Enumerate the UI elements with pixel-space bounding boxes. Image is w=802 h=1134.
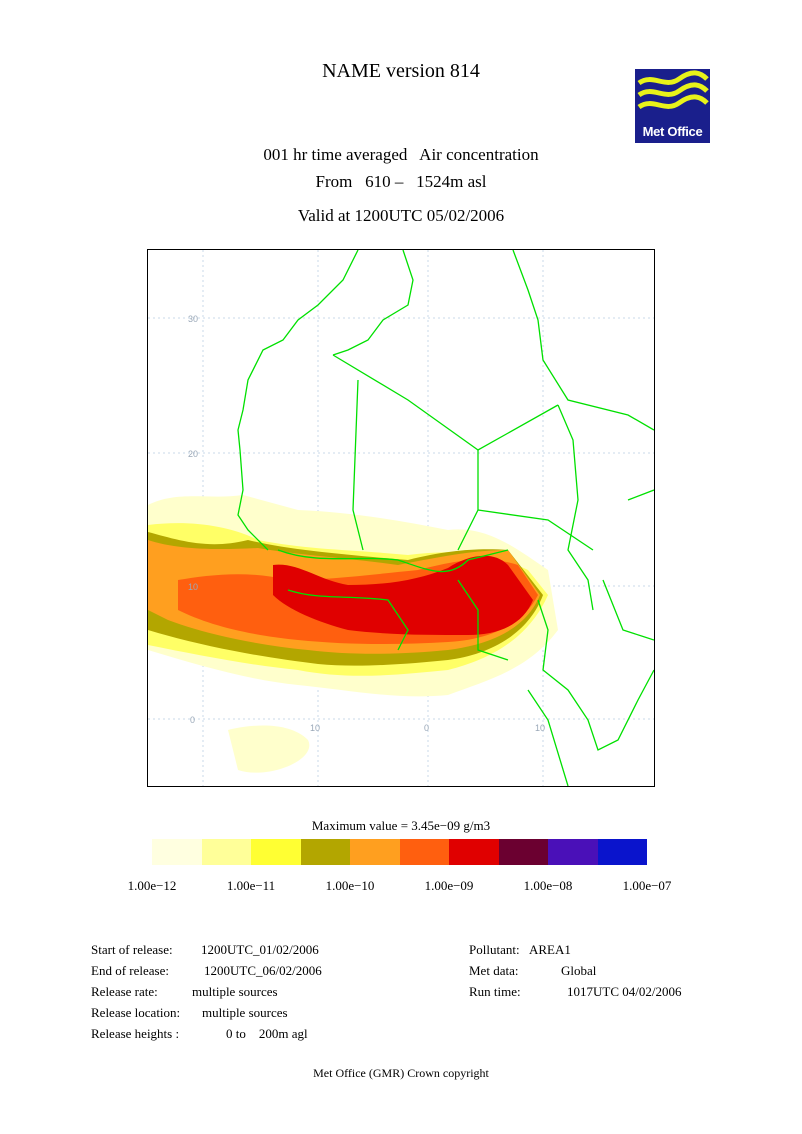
concentration-map: 30 20 10 0 10 0 10	[147, 249, 655, 787]
subtitle-height-range: From 610 – 1524m asl	[315, 172, 487, 191]
release-location-value: multiple sources	[202, 1005, 288, 1020]
run-time-label: Run time:	[469, 984, 521, 999]
subtitle-valid-time: Valid at 1200UTC 05/02/2006	[297, 206, 505, 225]
release-heights-label: Release heights :	[91, 1026, 180, 1041]
end-of-release-value: 1200UTC_06/02/2006	[204, 963, 322, 978]
logo-text: Met Office	[642, 124, 703, 139]
scale-swatch-3	[300, 839, 350, 865]
plot-title: NAME version 814	[322, 60, 480, 82]
scale-swatch-2	[251, 839, 301, 865]
scale-swatch-5	[399, 839, 449, 865]
scale-swatch-8	[548, 839, 598, 865]
lon-label-10w: 10	[310, 723, 320, 733]
logo-waves-icon	[637, 70, 709, 110]
met-data-value: Global	[561, 963, 597, 978]
graticule	[148, 250, 654, 786]
scale-tick-label: 1.00e−07	[622, 878, 672, 893]
scale-tick-label: 1.00e−08	[523, 878, 573, 893]
pollutant-label: Pollutant:	[469, 942, 520, 957]
lon-label-10e: 10	[535, 723, 545, 733]
color-scale	[152, 839, 647, 865]
start-of-release-label: Start of release:	[91, 942, 173, 957]
scale-swatch-9	[597, 839, 647, 865]
lat-label-0: 0	[190, 715, 195, 725]
scale-tick-label: 1.00e−12	[127, 878, 177, 893]
coastlines	[237, 250, 654, 786]
copyright-footer: Met Office (GMR) Crown copyright	[313, 1066, 489, 1080]
release-rate-label: Release rate:	[91, 984, 158, 999]
release-location-label: Release location:	[91, 1005, 181, 1020]
lat-label-30: 30	[188, 314, 198, 324]
scale-swatch-1	[201, 839, 251, 865]
pollutant-value: AREA1	[529, 942, 571, 957]
scale-tick-label: 1.00e−10	[325, 878, 375, 893]
concentration-plume	[148, 495, 558, 773]
met-data-label: Met data:	[469, 963, 519, 978]
maximum-value-text: Maximum value = 3.45e−09 g/m3	[311, 818, 491, 833]
scale-swatch-0	[152, 839, 202, 865]
release-heights-value: 0 to 200m agl	[226, 1026, 308, 1041]
map-canvas: 30 20 10 0 10 0 10	[148, 250, 654, 786]
lat-label-10: 10	[188, 582, 198, 592]
axis-labels: 30 20 10 0 10 0 10	[188, 314, 545, 733]
run-time-value: 1017UTC 04/02/2006	[567, 984, 682, 999]
scale-swatch-6	[449, 839, 499, 865]
scale-tick-label: 1.00e−09	[424, 878, 474, 893]
scale-swatch-4	[350, 839, 400, 865]
release-rate-value: multiple sources	[192, 984, 278, 999]
scale-tick-label: 1.00e−11	[226, 878, 276, 893]
subtitle-averaging: 001 hr time averaged Air concentration	[263, 145, 539, 164]
scale-swatch-7	[498, 839, 548, 865]
start-of-release-value: 1200UTC_01/02/2006	[201, 942, 319, 957]
end-of-release-label: End of release:	[91, 963, 169, 978]
met-office-logo: Met Office	[635, 69, 710, 143]
lon-label-0: 0	[424, 723, 429, 733]
lat-label-20: 20	[188, 449, 198, 459]
